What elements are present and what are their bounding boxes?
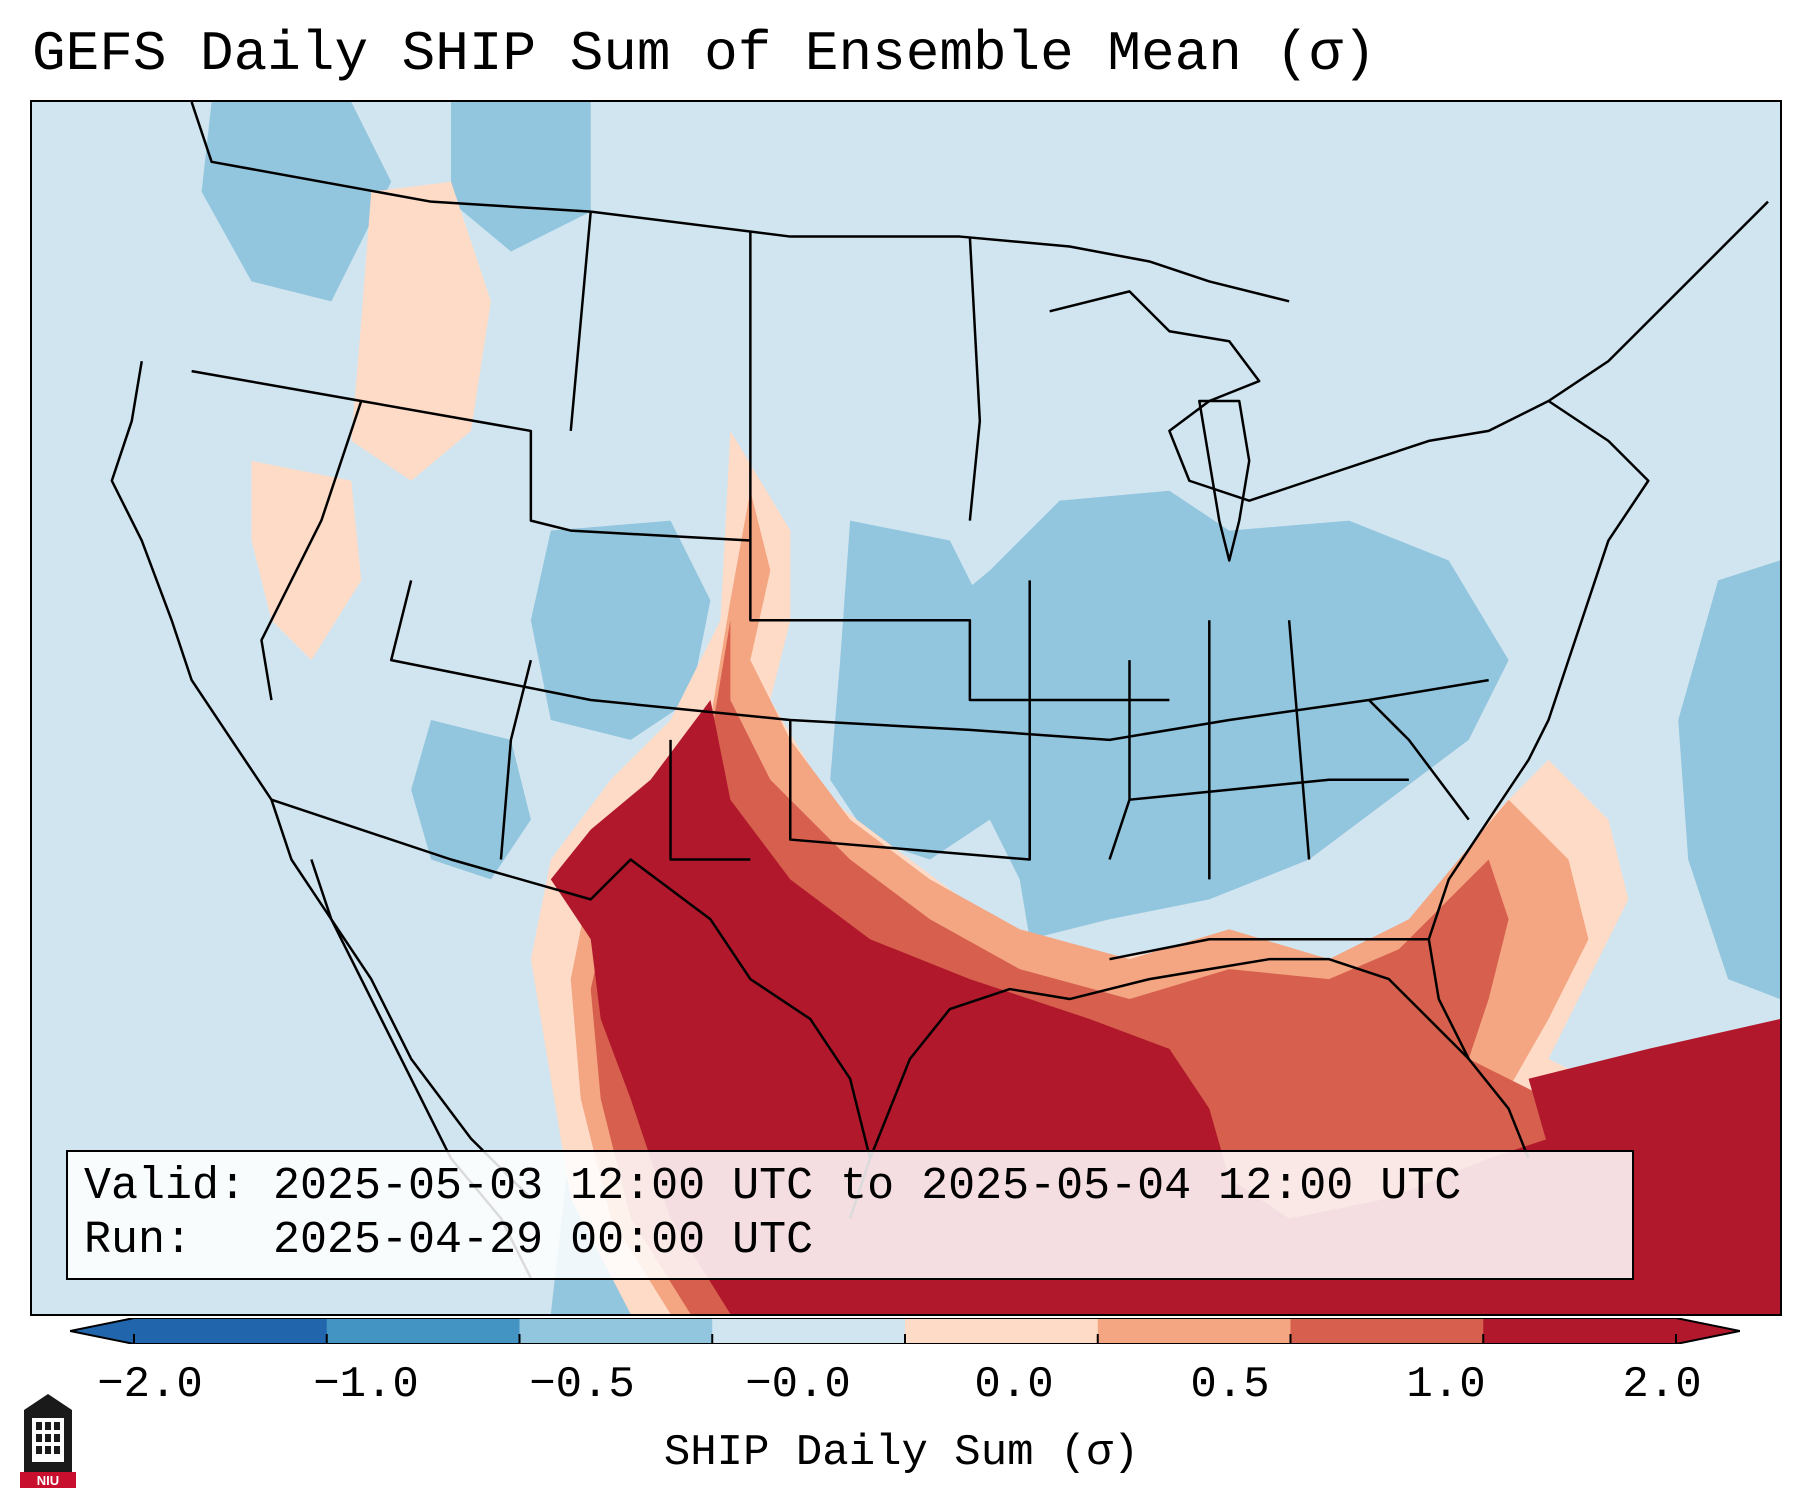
map-title: GEFS Daily SHIP Sum of Ensemble Mean (σ) — [32, 22, 1377, 86]
patch-blue-montana — [451, 102, 591, 252]
colorbar-svg — [69, 1317, 1741, 1345]
map-canvas — [110, 102, 1780, 1314]
logo-text: NIU — [37, 1473, 59, 1488]
colorbar-segment — [519, 1318, 713, 1344]
patch-lightred-nevada — [251, 460, 362, 661]
colorbar-label: SHIP Daily Sum (σ) — [663, 1428, 1140, 1478]
colorbar-segment — [326, 1318, 520, 1344]
state-line-1 — [191, 369, 1170, 702]
coastline-gulf — [848, 957, 1470, 1219]
colorbar-extend-high — [1676, 1318, 1740, 1344]
colorbar-segment — [1290, 1318, 1484, 1344]
colorbar-segment — [905, 1318, 1099, 1344]
patch-blue-plains — [830, 520, 990, 860]
coastline-west — [110, 360, 532, 1279]
coastline-east — [1427, 399, 1650, 1159]
colorbar-segment — [712, 1318, 906, 1344]
patch-blue-southwest — [411, 719, 531, 880]
state-line-2 — [260, 400, 363, 701]
state-line-3 — [569, 211, 982, 541]
colorbar-extend-low — [70, 1318, 134, 1344]
colorbar-tick-label: −0.5 — [529, 1360, 635, 1410]
map-panel — [30, 100, 1782, 1316]
border-canada — [190, 102, 1290, 303]
colorbar — [69, 1317, 1741, 1345]
colorbar-segment — [134, 1318, 328, 1344]
great-lakes — [1049, 200, 1769, 502]
valid-time-text: Valid: 2025-05-03 12:00 UTC to 2025-05-0… — [84, 1161, 1462, 1212]
valid-run-info-box: Valid: 2025-05-03 12:00 UTC to 2025-05-0… — [66, 1150, 1634, 1280]
patch-lightred-idaho — [351, 181, 491, 481]
colorbar-tick-label: 2.0 — [1622, 1360, 1702, 1410]
patch-blue-colorado — [530, 520, 711, 740]
colorbar-tick-label: 0.0 — [974, 1360, 1054, 1410]
colorbar-tick-label: −1.0 — [313, 1360, 419, 1410]
colorbar-tick-label: −0.0 — [745, 1360, 851, 1410]
colorbar-tick-label: −2.0 — [97, 1360, 203, 1410]
colorbar-tick-label: 1.0 — [1406, 1360, 1486, 1410]
university-tower-icon: NIU — [20, 1392, 76, 1488]
lake-michigan — [1198, 399, 1251, 562]
colorbar-segment — [1483, 1318, 1677, 1344]
boundaries — [110, 102, 1769, 1279]
state-line-4 — [389, 580, 1489, 742]
colorbar-tick-label: 0.5 — [1190, 1360, 1270, 1410]
state-line-7 — [1109, 778, 1429, 961]
border-mexico — [271, 798, 872, 1159]
patch-blue-midwest — [890, 490, 1509, 940]
run-time-text: Run: 2025-04-29 00:00 UTC — [84, 1215, 814, 1266]
colorbar-segment — [1097, 1318, 1291, 1344]
coastline-baja — [310, 859, 532, 1200]
patch-blue-atlantic — [1678, 560, 1780, 1000]
patch-blue-northwest — [201, 102, 392, 302]
